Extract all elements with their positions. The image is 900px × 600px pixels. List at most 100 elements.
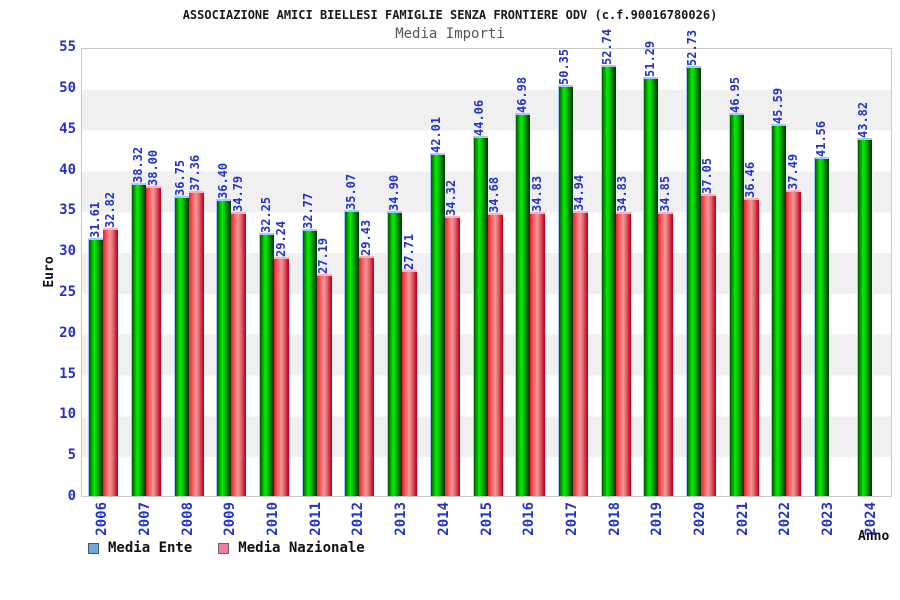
bar-media-ente — [429, 153, 445, 496]
bar-media-ente — [344, 209, 360, 496]
bar-value-label: 37.05 — [700, 157, 715, 194]
y-axis-tick: 55 — [59, 39, 76, 55]
bar-value-label: 37.49 — [785, 153, 800, 190]
y-axis-tick: 45 — [59, 120, 76, 137]
y-axis-tick: 10 — [59, 406, 76, 423]
bar-media-nazionale — [658, 211, 674, 496]
y-axis-tick: 50 — [59, 79, 76, 96]
legend: Media Ente Media Nazionale — [88, 540, 365, 556]
bar-value-label: 31.61 — [87, 201, 102, 238]
y-axis-tick: 40 — [59, 161, 76, 178]
bar-media-nazionale — [188, 191, 204, 496]
bar-media-nazionale — [572, 210, 588, 496]
legend-swatch-media-ente — [88, 542, 99, 554]
plot-area — [81, 48, 892, 497]
chart-title: ASSOCIAZIONE AMICI BIELLESI FAMIGLIE SEN… — [182, 8, 718, 22]
bar-value-label: 32.25 — [258, 196, 273, 233]
legend-item: Media Nazionale — [218, 540, 365, 556]
chart-subtitle: Media Importi — [395, 26, 505, 42]
y-axis-tick: 25 — [59, 283, 76, 300]
bar-value-label: 38.32 — [130, 147, 145, 184]
bar-media-ente — [685, 65, 701, 496]
bar-value-label: 41.56 — [813, 120, 828, 157]
bar-value-label: 34.68 — [487, 176, 501, 213]
bar-media-ente — [643, 77, 659, 496]
bar-media-nazionale — [103, 228, 119, 496]
x-tick-year: 2007 — [137, 502, 153, 536]
bar-value-label: 36.75 — [173, 159, 188, 196]
bar-media-nazionale — [743, 198, 759, 496]
bar-media-ente — [301, 228, 317, 496]
y-axis-tick: 30 — [59, 243, 76, 260]
bar-value-label: 38.00 — [145, 149, 160, 186]
bar-value-label: 34.94 — [572, 174, 587, 211]
bar-media-ente — [259, 232, 275, 496]
legend-swatch-media-nazionale — [218, 542, 230, 554]
x-axis-label-anno: Anno — [858, 529, 890, 544]
x-tick-year: 2022 — [777, 502, 794, 536]
x-tick-year: 2008 — [179, 502, 196, 536]
x-tick-year: 2013 — [393, 502, 410, 536]
legend-label: Media Nazionale — [238, 540, 365, 556]
bar-value-label: 34.79 — [230, 175, 245, 212]
bar-media-ente — [472, 136, 488, 496]
bar-value-label: 44.06 — [472, 100, 486, 137]
bar-media-ente — [557, 85, 573, 496]
x-tick-year: 2006 — [94, 502, 111, 536]
bar-media-nazionale — [786, 189, 802, 496]
bar-value-label: 43.82 — [856, 102, 871, 139]
x-tick-year: 2011 — [307, 502, 324, 536]
x-tick-year: 2014 — [435, 502, 452, 536]
x-tick-year: 2017 — [563, 502, 580, 536]
x-tick-year: 2023 — [820, 502, 836, 536]
bar-media-nazionale — [146, 185, 161, 496]
y-axis-tick: 0 — [67, 488, 76, 504]
y-axis-tick: 35 — [59, 202, 76, 219]
bar-value-label: 35.07 — [343, 173, 358, 210]
y-axis-tick: 5 — [67, 447, 76, 464]
y-axis-tick: 20 — [59, 324, 76, 341]
x-tick-year: 2020 — [691, 502, 708, 536]
bar-media-nazionale — [402, 269, 418, 496]
bar-media-nazionale — [316, 274, 332, 496]
bar-media-ente — [728, 112, 744, 496]
bar-media-nazionale — [359, 255, 375, 496]
bar-media-nazionale — [487, 212, 503, 496]
bar-value-label: 42.01 — [429, 116, 444, 153]
bar-media-ente — [600, 65, 616, 496]
x-tick-year: 2019 — [649, 502, 666, 536]
bar-media-ente — [515, 112, 531, 496]
bar-media-ente — [771, 123, 787, 496]
bar-value-label: 46.98 — [514, 76, 529, 113]
bar-value-label: 27.19 — [316, 237, 331, 274]
bar-media-ente — [216, 198, 232, 496]
bar-media-ente — [814, 156, 829, 496]
bar-media-nazionale — [231, 212, 247, 496]
bar-media-nazionale — [444, 215, 460, 496]
bar-value-label: 34.83 — [529, 175, 544, 212]
bar-media-nazionale — [530, 211, 546, 496]
bar-media-ente — [88, 237, 104, 496]
bar-value-label: 29.43 — [358, 219, 373, 256]
x-tick-year: 2015 — [478, 502, 495, 536]
bar-value-label: 27.71 — [401, 233, 416, 270]
bar-value-label: 36.40 — [215, 162, 230, 199]
y-axis-tick: 15 — [59, 365, 76, 382]
x-tick-year: 2010 — [265, 502, 282, 536]
bar-value-label: 52.73 — [685, 29, 700, 66]
bar-value-label: 45.59 — [770, 87, 785, 124]
bar-value-label: 51.29 — [642, 41, 657, 78]
bar-value-label: 29.24 — [273, 221, 288, 258]
bar-value-label: 34.32 — [444, 179, 459, 216]
x-tick-year: 2021 — [734, 502, 751, 536]
bar-media-nazionale — [700, 193, 716, 496]
bar-media-ente — [856, 138, 872, 496]
bar-value-label: 34.85 — [657, 175, 672, 212]
x-tick-year: 2009 — [222, 502, 239, 536]
bar-media-nazionale — [274, 257, 290, 496]
bar-media-ente — [131, 183, 146, 496]
bar-value-label: 34.83 — [615, 175, 630, 212]
bar-value-label: 34.90 — [386, 174, 401, 212]
bar-value-label: 52.74 — [600, 29, 615, 66]
x-tick-year: 2012 — [350, 502, 367, 536]
